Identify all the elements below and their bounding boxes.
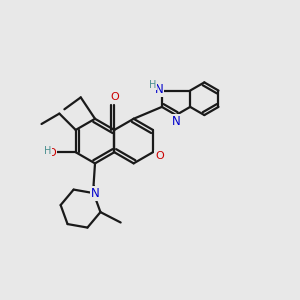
Text: O: O [48, 148, 56, 158]
Text: N: N [91, 187, 99, 200]
Text: O: O [155, 151, 164, 161]
Text: N: N [172, 115, 181, 128]
Text: N: N [172, 115, 181, 128]
Text: O: O [155, 151, 164, 161]
Text: H: H [44, 146, 51, 156]
Text: N: N [154, 82, 163, 96]
Text: O: O [110, 92, 119, 102]
Text: H: H [44, 146, 51, 156]
Text: N: N [91, 187, 99, 200]
Text: O: O [110, 92, 119, 102]
Text: O: O [48, 148, 56, 158]
Text: H: H [149, 80, 157, 90]
Text: N: N [154, 82, 163, 96]
Text: H: H [149, 80, 157, 90]
